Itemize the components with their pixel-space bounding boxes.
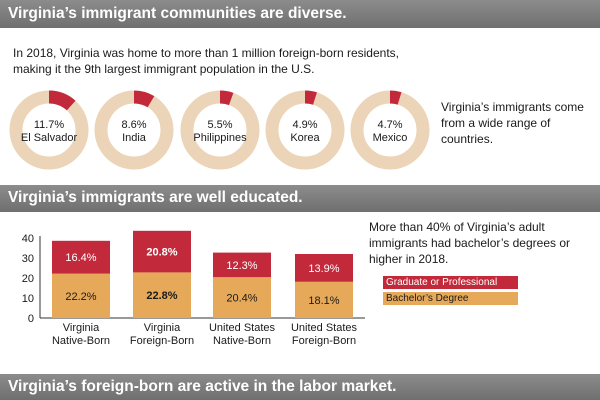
intro-text: In 2018, Virginia was home to more than … [13,46,399,76]
bar-value-label: 20.8% [146,247,177,259]
donut-value-label: 4.9% [292,119,317,131]
education-bar-chart: 01020304022.2%16.4%VirginiaNative-Born22… [22,230,365,347]
bar-value-label: 16.4% [65,252,96,264]
donut-charts: 11.7%El Salvador 8.6%India 5.5%Philippines… [9,90,430,170]
donut-value-label: 8.6% [121,119,146,131]
bar-value-label: 22.2% [65,291,96,303]
donut-value-label: 4.7% [377,119,402,131]
section-header-communities: Virginia’s immigrant communities are div… [0,0,600,28]
y-tick-label: 30 [22,253,34,265]
x-tick-label: Foreign-Born [130,335,194,347]
bar-segment-bachelor [52,273,110,318]
y-tick-label: 0 [28,313,34,325]
section-title: Virginia’s foreign-born are active in th… [8,378,397,395]
bar-value-label: 13.9% [308,263,339,275]
x-tick-label: Native-Born [213,335,271,347]
donut-slice [9,90,89,170]
bar-segment-bachelor [133,272,191,318]
bar-segment-graduate [213,252,271,278]
x-tick-label: Foreign-Born [292,335,356,347]
bar-value-label: 22.8% [146,290,177,302]
x-tick-label: Native-Born [52,335,110,347]
bar-value-label: 12.3% [226,260,257,272]
y-tick-label: 40 [22,233,34,245]
donut-country-label: Philippines [193,132,247,144]
donut-slice [350,90,430,170]
bar-segment-graduate [133,230,191,273]
bar-chart-note: More than 40% of Virginia’s adult immigr… [369,220,570,266]
donut-value-label: 5.5% [207,119,232,131]
x-tick-label: United States [291,322,358,334]
donut-slice [180,90,260,170]
donut-country-label: India [122,132,147,144]
donut-slice [94,90,174,170]
y-tick-label: 10 [22,293,34,305]
donut-country-label: El Salvador [21,132,78,144]
bar-segment-graduate [52,240,110,274]
section-header-education: Virginia’s immigrants are well educated. [0,185,600,212]
bar-segment-graduate [295,254,353,282]
x-tick-label: Virginia [144,322,181,334]
donut-country-label: Korea [290,132,320,144]
x-tick-label: Virginia [63,322,100,334]
donut-slice [265,90,345,170]
section-header-labor: Virginia’s foreign-born are active in th… [0,374,600,400]
section-title: Virginia’s immigrants are well educated. [8,189,303,206]
y-tick-label: 20 [22,273,34,285]
bar-value-label: 18.1% [308,295,339,307]
bar-segment-bachelor [295,281,353,318]
bar-value-label: 20.4% [226,293,257,305]
donut-value-label: 11.7% [34,119,65,131]
bar-segment-bachelor [213,277,271,318]
legend-item-bachelor: Bachelor’s Degree [383,292,518,305]
donut-country-label: Mexico [373,132,408,144]
legend-item-graduate: Graduate or Professional Degree [383,276,518,301]
section-title: Virginia’s immigrant communities are div… [8,5,347,22]
x-tick-label: United States [209,322,276,334]
donut-note: Virginia’s immigrants come from a wide r… [441,100,584,146]
